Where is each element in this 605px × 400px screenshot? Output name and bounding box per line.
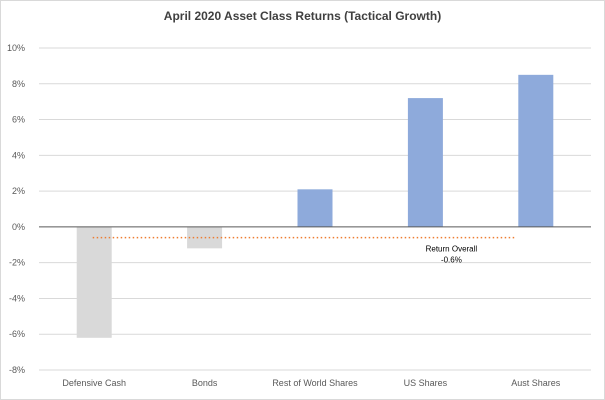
y-tick-label: -8% <box>9 365 25 375</box>
x-tick-label: Bonds <box>192 378 218 388</box>
reference-line-group: Return Overall -0.6% <box>92 236 517 265</box>
y-tick-label: 0% <box>12 222 25 232</box>
y-tick-label: 10% <box>7 43 25 53</box>
x-tick-label: US Shares <box>404 378 448 388</box>
chart-title: April 2020 Asset Class Returns (Tactical… <box>163 9 442 23</box>
reference-label: Return Overall <box>426 245 478 254</box>
y-tick-label: -4% <box>9 293 25 303</box>
bar <box>76 226 112 338</box>
bar <box>407 98 443 227</box>
y-tick-label: 8% <box>12 79 25 89</box>
bar <box>518 74 554 227</box>
x-tick-label: Rest of World Shares <box>272 378 358 388</box>
y-tick-label: 2% <box>12 186 25 196</box>
x-tick-label: Defensive Cash <box>62 378 126 388</box>
y-tick-label: 4% <box>12 150 25 160</box>
bar <box>187 226 223 249</box>
y-tick-label: 6% <box>12 115 25 125</box>
axes: -8% -6% -4% -2% 0% 2% 4% 6% 8% 10% Defensive Cash B… <box>7 43 591 388</box>
bar <box>297 189 333 227</box>
y-tick-label: -6% <box>9 329 25 339</box>
reference-value: -0.6% <box>441 256 462 265</box>
y-tick-label: -2% <box>9 258 25 268</box>
bars <box>76 74 554 338</box>
x-tick-label: Aust Shares <box>511 378 561 388</box>
